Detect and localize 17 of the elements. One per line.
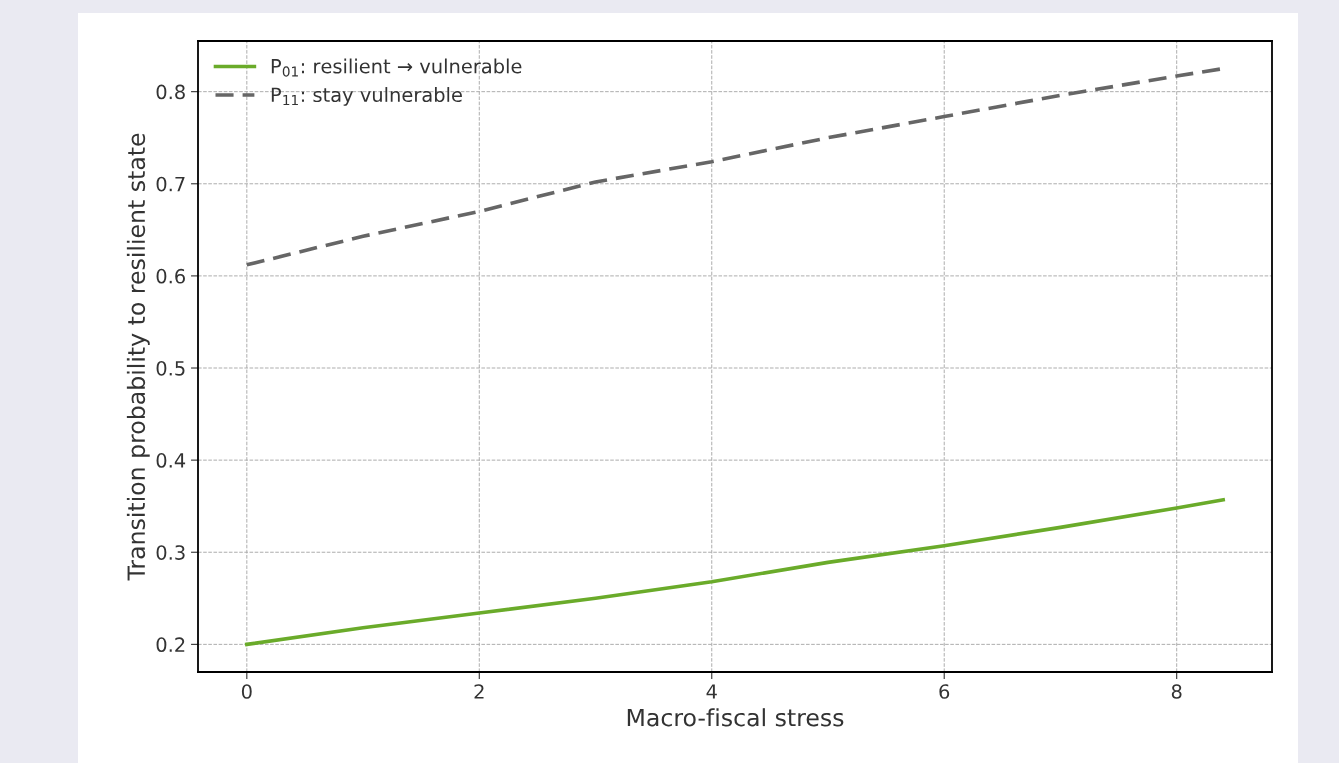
y-tick-label: 0.6 [156, 268, 185, 284]
x-tick-label: 4 [706, 684, 717, 699]
x-tick-label: 2 [474, 684, 484, 699]
y-tick-label: 0.4 [156, 453, 186, 468]
y-axis-title: Transition probability to resilient state [126, 133, 150, 581]
x-tick-label: 8 [1171, 684, 1182, 699]
legend-label: P$_{01}$: resilient → vulnerable [271, 58, 522, 77]
y-tick-label: 0.3 [156, 545, 185, 560]
legend-label: P$_{11}$: stay vulnerable [271, 87, 462, 106]
y-tick-label: 0.7 [156, 176, 185, 192]
x-tick-label: 6 [939, 684, 950, 699]
y-tick-label: 0.2 [156, 637, 185, 653]
line-series [245, 497, 1225, 647]
y-tick-label: 0.8 [156, 84, 185, 100]
y-tick-label: 0.5 [156, 360, 185, 376]
x-tick-label: 0 [241, 684, 252, 699]
x-axis-title: Macro-fiscal stress [627, 708, 844, 727]
